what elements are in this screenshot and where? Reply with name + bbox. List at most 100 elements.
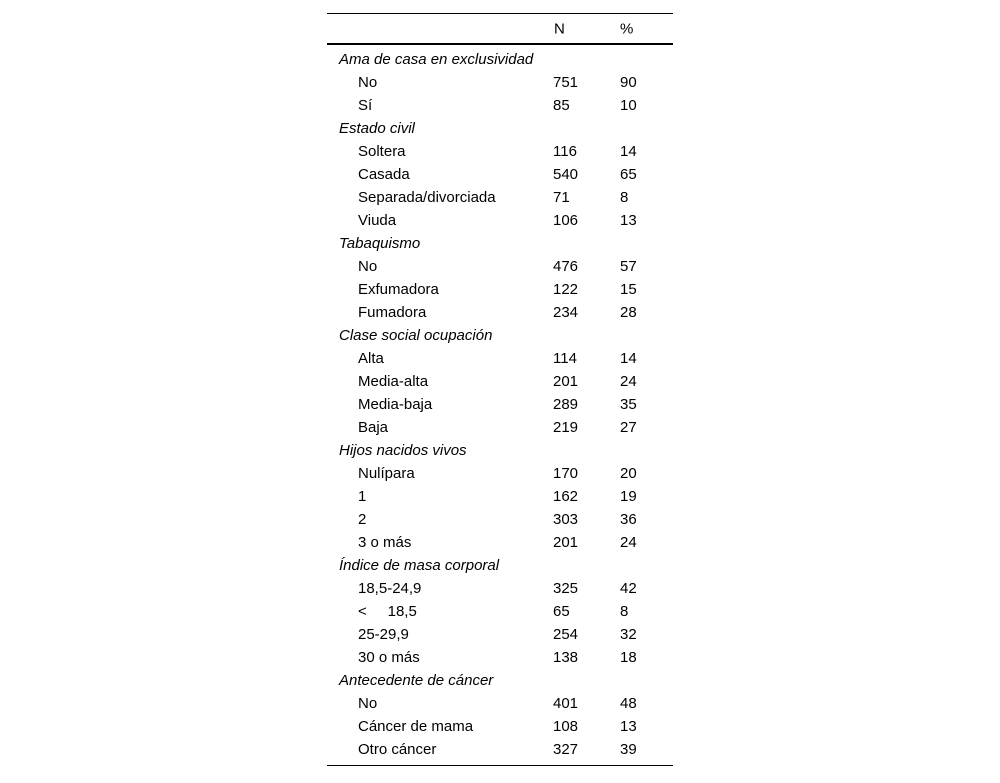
row-n-value: 170 (553, 465, 579, 482)
row-n-value: 116 (553, 143, 577, 160)
table-row: No 476 57 (327, 255, 673, 278)
row-n-value: 65 (553, 603, 570, 620)
row-label: Separada/divorciada (358, 189, 496, 206)
stat-table: N % Ama de casa en exclusividad No 751 90 Sí… (327, 13, 673, 766)
row-label: Exfumadora (358, 281, 439, 298)
row-label: Sí (358, 97, 373, 114)
row-n-value: 138 (553, 649, 579, 666)
row-label: No (358, 74, 378, 91)
table-row: Baja 219 27 (327, 416, 673, 439)
table-row: Media-baja 289 35 (327, 393, 673, 416)
table-row: 2 303 36 (327, 508, 673, 531)
row-n-value: 234 (553, 304, 579, 321)
table-row: Alta 114 14 (327, 347, 673, 370)
row-pct-value: 19 (620, 488, 637, 505)
row-pct-value: 13 (620, 212, 637, 229)
category-row: Clase social ocupación (327, 324, 673, 347)
row-pct-value: 42 (620, 580, 637, 597)
row-n-value: 327 (553, 741, 579, 758)
row-label: 25-29,9 (358, 626, 409, 643)
row-label: Media-baja (358, 396, 433, 413)
row-label: 2 (358, 511, 367, 528)
table-row: Otro cáncer 327 39 (327, 738, 673, 761)
row-n-value: 476 (553, 258, 579, 275)
row-n-value: 201 (553, 373, 579, 390)
table-row: Cáncer de mama 108 13 (327, 715, 673, 738)
row-label: No (358, 695, 378, 712)
row-n-value: 85 (553, 97, 570, 114)
row-n-value: 201 (553, 534, 579, 551)
table-row: No 401 48 (327, 692, 673, 715)
row-pct-value: 20 (620, 465, 637, 482)
row-pct-value: 36 (620, 511, 637, 528)
table-row: Viuda 106 13 (327, 209, 673, 232)
row-label: Otro cáncer (358, 741, 437, 758)
row-label: No (358, 258, 378, 275)
row-label: Soltera (358, 143, 406, 160)
row-pct-value: 32 (620, 626, 637, 643)
table-row: 3 o más 201 24 (327, 531, 673, 554)
row-pct-value: 13 (620, 718, 637, 735)
table-row: < 18,5 65 8 (327, 600, 673, 623)
table-row: 30 o más 138 18 (327, 646, 673, 669)
table-row: 18,5-24,9 325 42 (327, 577, 673, 600)
category-label: Índice de masa corporal (339, 557, 500, 574)
table-row: 1 162 19 (327, 485, 673, 508)
row-label: < 18,5 (358, 603, 417, 620)
category-label: Antecedente de cáncer (339, 672, 494, 689)
column-header-n: N (554, 20, 565, 37)
row-n-value: 401 (553, 695, 579, 712)
table-row: Fumadora 234 28 (327, 301, 673, 324)
category-row: Índice de masa corporal (327, 554, 673, 577)
table-row: 25-29,9 254 32 (327, 623, 673, 646)
row-n-value: 122 (553, 281, 579, 298)
row-label: Media-alta (358, 373, 429, 390)
row-n-value: 108 (553, 718, 579, 735)
row-pct-value: 18 (620, 649, 637, 666)
row-pct-value: 39 (620, 741, 637, 758)
table-row: Sí 85 10 (327, 94, 673, 117)
table-row: Casada 540 65 (327, 163, 673, 186)
row-label: Cáncer de mama (358, 718, 474, 735)
row-pct-value: 65 (620, 166, 637, 183)
category-row: Hijos nacidos vivos (327, 439, 673, 462)
row-n-value: 162 (553, 488, 579, 505)
row-label: Baja (358, 419, 389, 436)
row-pct-value: 57 (620, 258, 637, 275)
category-label: Hijos nacidos vivos (339, 442, 467, 459)
row-pct-value: 24 (620, 373, 637, 390)
row-label: Viuda (358, 212, 397, 229)
table-body: Ama de casa en exclusividad No 751 90 Sí 85 10… (327, 45, 673, 766)
column-header-pct: % (620, 20, 634, 37)
table-row: Separada/divorciada 71 8 (327, 186, 673, 209)
table-row: Media-alta 201 24 (327, 370, 673, 393)
row-pct-value: 24 (620, 534, 637, 551)
row-label: 1 (358, 488, 367, 505)
row-n-value: 254 (553, 626, 579, 643)
row-n-value: 751 (553, 74, 579, 91)
row-n-value: 325 (553, 580, 579, 597)
row-label: 18,5-24,9 (358, 580, 422, 597)
row-pct-value: 28 (620, 304, 637, 321)
row-pct-value: 15 (620, 281, 637, 298)
row-pct-value: 8 (620, 603, 629, 620)
table-header: N % (327, 13, 673, 45)
row-label: 3 o más (358, 534, 412, 551)
category-row: Estado civil (327, 117, 673, 140)
row-pct-value: 8 (620, 189, 629, 206)
row-label: Casada (358, 166, 410, 183)
row-label: 30 o más (358, 649, 420, 666)
row-pct-value: 27 (620, 419, 637, 436)
table-row: No 751 90 (327, 71, 673, 94)
category-label: Tabaquismo (339, 235, 421, 252)
category-label: Estado civil (339, 120, 415, 137)
row-n-value: 219 (553, 419, 579, 436)
row-n-value: 540 (553, 166, 579, 183)
table-row: Soltera 116 14 (327, 140, 673, 163)
table-row: Exfumadora 122 15 (327, 278, 673, 301)
row-n-value: 289 (553, 396, 579, 413)
row-n-value: 106 (553, 212, 579, 229)
row-pct-value: 90 (620, 74, 637, 91)
row-pct-value: 10 (620, 97, 637, 114)
category-row: Antecedente de cáncer (327, 669, 673, 692)
